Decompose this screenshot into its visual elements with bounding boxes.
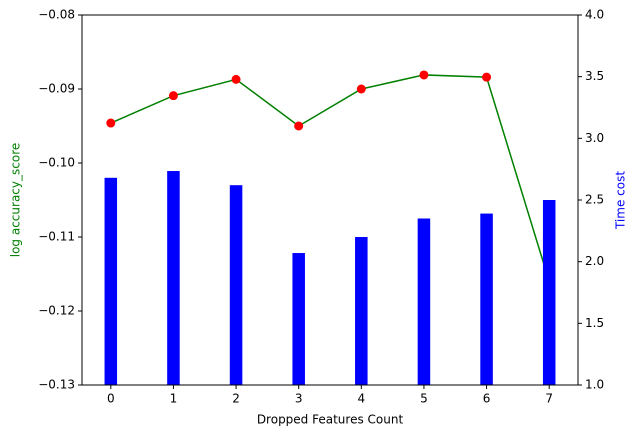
x-axis-label: Dropped Features Count [257,413,404,427]
marker [106,118,116,128]
marker [294,121,304,131]
x-tick-label: 0 [107,392,115,406]
y2-tick-label: 4.0 [585,8,604,22]
y2-tick-label: 2.5 [585,193,604,207]
x-tick-label: 5 [420,392,428,406]
y2-tick-label: 2.0 [585,254,604,268]
y-tick-label: −0.11 [38,230,75,244]
bar [292,253,305,385]
x-tick-label: 3 [295,392,303,406]
x-tick-label: 7 [545,392,553,406]
bar [355,237,368,385]
bar [229,185,243,385]
marker [168,91,178,101]
bar [417,218,431,385]
marker [231,74,241,84]
bar [104,177,118,385]
y2-tick-label: 3.0 [585,131,604,145]
y-tick-label: −0.10 [38,156,75,170]
y2-tick-label: 1.0 [585,378,604,392]
y2-axis-label: Time cost [614,171,628,230]
y2-tick-label: 3.5 [585,69,604,83]
y-tick-label: −0.08 [38,8,75,22]
bar [542,200,556,385]
plot-frame [81,14,579,386]
bar [480,213,493,385]
y-tick-label: −0.12 [38,304,75,318]
x-tick-label: 2 [232,392,240,406]
y-axis-label: log accuracy_score [9,143,23,258]
bar [167,171,180,385]
y-tick-label: −0.09 [38,82,75,96]
x-tick-label: 6 [483,392,491,406]
y2-tick-label: 1.5 [585,316,604,330]
y-tick-label: −0.13 [38,378,75,392]
marker [482,72,492,82]
marker [356,84,366,94]
line [110,74,550,282]
x-tick-label: 1 [170,392,178,406]
x-tick-label: 4 [357,392,365,406]
marker [419,70,429,80]
